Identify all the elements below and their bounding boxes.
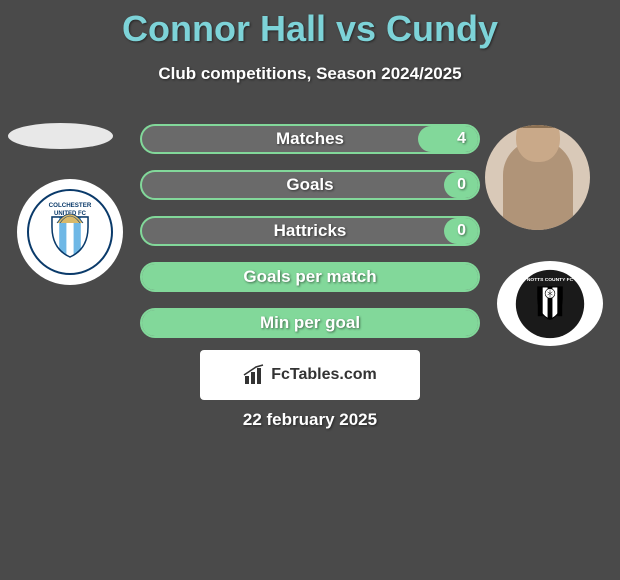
stat-row: Matches4	[140, 124, 480, 154]
player-right-avatar	[485, 125, 590, 230]
player-left-avatar	[8, 123, 113, 149]
stat-label: Min per goal	[142, 313, 478, 333]
stat-value-right: 0	[457, 222, 466, 240]
player-right-silhouette	[503, 140, 573, 230]
svg-text:COLCHESTER: COLCHESTER	[49, 202, 92, 209]
stat-label: Matches	[142, 129, 478, 149]
stat-label: Goals	[142, 175, 478, 195]
stat-row: Goals0	[140, 170, 480, 200]
page-title: Connor Hall vs Cundy	[0, 0, 620, 50]
brand-text: FcTables.com	[271, 366, 377, 384]
stat-label: Goals per match	[142, 267, 478, 287]
club-left-badge: COLCHESTER UNITED FC	[17, 179, 123, 285]
club-right-badge: NOTTS COUNTY FC	[497, 261, 603, 346]
subtitle: Club competitions, Season 2024/2025	[0, 64, 620, 84]
footer-date: 22 february 2025	[0, 410, 620, 430]
stat-value-right: 0	[457, 176, 466, 194]
stat-row: Goals per match	[140, 262, 480, 292]
stat-label: Hattricks	[142, 221, 478, 241]
stat-row: Hattricks0	[140, 216, 480, 246]
svg-text:NOTTS COUNTY FC: NOTTS COUNTY FC	[527, 277, 574, 283]
stat-value-right: 4	[457, 130, 466, 148]
stats-container: Matches4Goals0Hattricks0Goals per matchM…	[140, 124, 480, 354]
brand-box: FcTables.com	[200, 350, 420, 400]
stat-row: Min per goal	[140, 308, 480, 338]
